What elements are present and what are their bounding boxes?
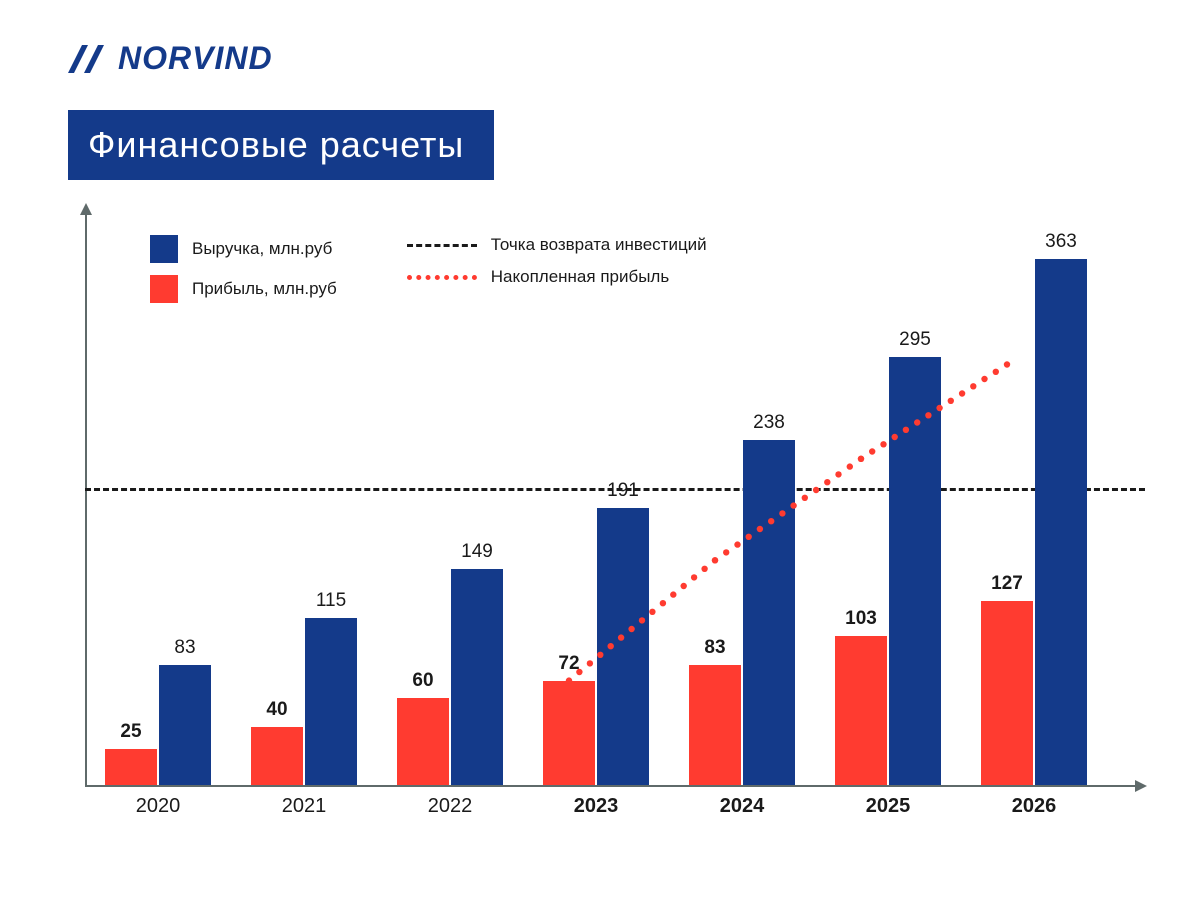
cumulative-dot — [802, 495, 808, 501]
cumulative-dot — [608, 643, 614, 649]
cumulative-dot — [892, 434, 898, 440]
cumulative-dot — [691, 574, 697, 580]
cumulative-dot — [903, 427, 909, 433]
x-axis-label: 2020 — [95, 795, 221, 818]
cumulative-dot — [981, 376, 987, 382]
cumulative-dot — [681, 583, 687, 589]
cumulative-dot — [576, 669, 582, 675]
cumulative-dot — [701, 566, 707, 572]
cumulative-profit-line — [85, 205, 1145, 785]
cumulative-dot — [712, 557, 718, 563]
x-axis-label: 2024 — [679, 795, 805, 818]
cumulative-dot — [835, 471, 841, 477]
cumulative-dot — [914, 419, 920, 425]
cumulative-dot — [959, 390, 965, 396]
cumulative-dot — [970, 383, 976, 389]
cumulative-dot — [723, 549, 729, 555]
cumulative-dot — [618, 634, 624, 640]
cumulative-dot — [566, 677, 572, 683]
x-axis-label: 2026 — [971, 795, 1097, 818]
cumulative-dot — [813, 487, 819, 493]
cumulative-dot — [734, 541, 740, 547]
cumulative-dot — [1004, 361, 1010, 367]
cumulative-dot — [660, 600, 666, 606]
page-title: Финансовые расчеты — [68, 110, 494, 180]
cumulative-dot — [628, 626, 634, 632]
cumulative-dot — [925, 412, 931, 418]
brand-mark-icon — [68, 45, 112, 73]
brand-name: NORVIND — [118, 40, 273, 77]
cumulative-dot — [847, 463, 853, 469]
cumulative-dot — [639, 617, 645, 623]
brand-logo: NORVIND — [68, 40, 273, 77]
x-axis-label: 2022 — [387, 795, 513, 818]
cumulative-dot — [746, 534, 752, 540]
cumulative-dot — [779, 510, 785, 516]
cumulative-dot — [587, 660, 593, 666]
x-axis-label: 2023 — [533, 795, 659, 818]
cumulative-dot — [670, 591, 676, 597]
financial-chart: Выручка, млн.руб Прибыль, млн.руб Точка … — [85, 205, 1145, 825]
cumulative-dot — [948, 398, 954, 404]
cumulative-dot — [880, 441, 886, 447]
cumulative-dot — [824, 479, 830, 485]
cumulative-dot — [597, 652, 603, 658]
x-axis — [85, 785, 1145, 787]
cumulative-dot — [858, 456, 864, 462]
x-axis-label: 2025 — [825, 795, 951, 818]
cumulative-dot — [993, 369, 999, 375]
cumulative-dot — [768, 518, 774, 524]
cumulative-dot — [869, 448, 875, 454]
cumulative-dot — [790, 502, 796, 508]
cumulative-dot — [649, 609, 655, 615]
x-axis-label: 2021 — [241, 795, 367, 818]
cumulative-dot — [757, 526, 763, 532]
cumulative-dot — [936, 405, 942, 411]
